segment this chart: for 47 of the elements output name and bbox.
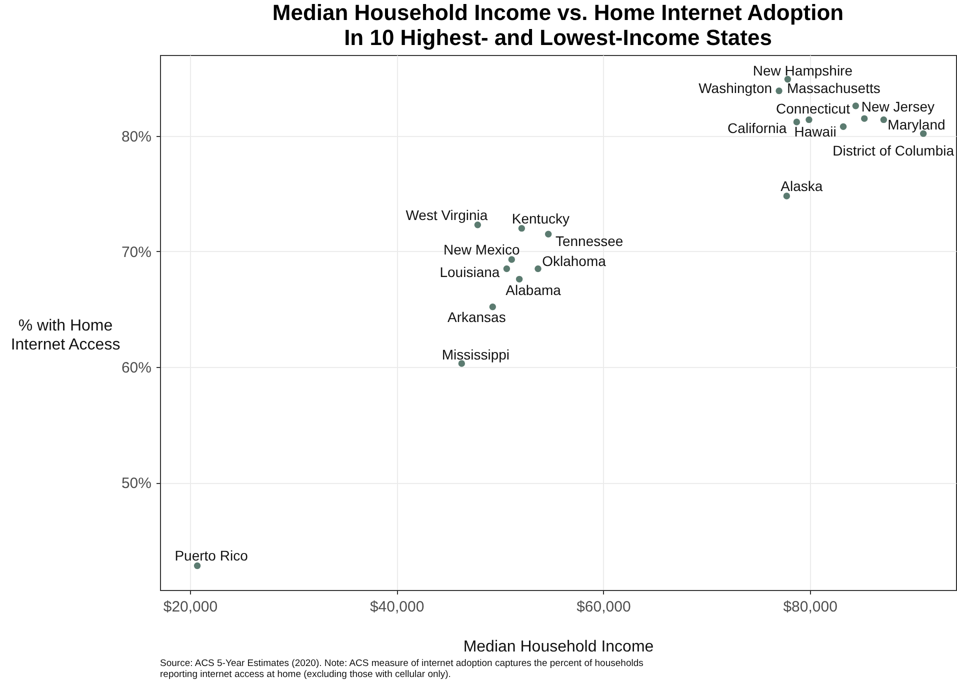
point <box>544 230 552 238</box>
point <box>806 116 812 124</box>
source-note: Source: ACS 5-Year Estimates (2020). Note: ACS measure of internet adoption captures the percent of households reporting internet access at home (excluding those with cellular only). <box>160 658 644 680</box>
x-tick-label: $80,000 <box>783 598 838 616</box>
data-label: Hawaii <box>794 124 836 140</box>
x-tick-label: $20,000 <box>163 598 218 616</box>
point <box>534 265 542 272</box>
data-label: Massachusetts <box>787 80 880 96</box>
data-label: Tennessee <box>555 233 624 250</box>
point <box>776 87 782 94</box>
y-tick-label: 50% <box>121 475 152 492</box>
data-label: Washington <box>698 80 772 96</box>
x-tick-label: $40,000 <box>370 598 424 616</box>
point <box>508 256 516 263</box>
x-tick-label: $60,000 <box>576 598 631 616</box>
point <box>503 265 510 272</box>
point <box>194 562 201 570</box>
data-label: New Jersey <box>861 98 935 115</box>
data-label: California <box>728 120 787 136</box>
data-label: Puerto Rico <box>174 548 248 564</box>
chart-title: Median Household Income vs. Home Internet Adoption In 10 Highest- and Lowest-Income States <box>272 0 844 50</box>
data-label: Louisiana <box>440 264 500 280</box>
data-label: Alabama <box>506 282 562 298</box>
data-label: Mississippi <box>442 346 510 363</box>
point <box>880 116 888 124</box>
point <box>783 192 790 200</box>
point <box>852 102 860 110</box>
data-label: Alaska <box>780 178 823 194</box>
x-axis-title: Median Household Income <box>463 638 654 656</box>
point <box>861 115 868 122</box>
data-label: Kentucky <box>512 210 570 226</box>
point <box>489 304 496 310</box>
data-label: New Mexico <box>444 242 520 258</box>
data-label: West Virginia <box>406 206 488 223</box>
data-label: New Hampshire <box>752 62 853 78</box>
point <box>840 123 847 130</box>
data-label: Oklahoma <box>542 252 606 269</box>
data-label: District of Columbia <box>832 142 954 159</box>
point <box>516 276 523 283</box>
point <box>793 118 800 126</box>
y-tick-label: 60% <box>121 359 152 376</box>
y-tick-label: 80% <box>121 128 152 146</box>
y-axis-title: % with Home Internet Access <box>10 318 120 354</box>
data-label: Connecticut <box>776 100 850 117</box>
y-tick-label: 70% <box>121 244 152 261</box>
data-label: Maryland <box>888 116 946 133</box>
data-label: Arkansas <box>447 308 506 325</box>
